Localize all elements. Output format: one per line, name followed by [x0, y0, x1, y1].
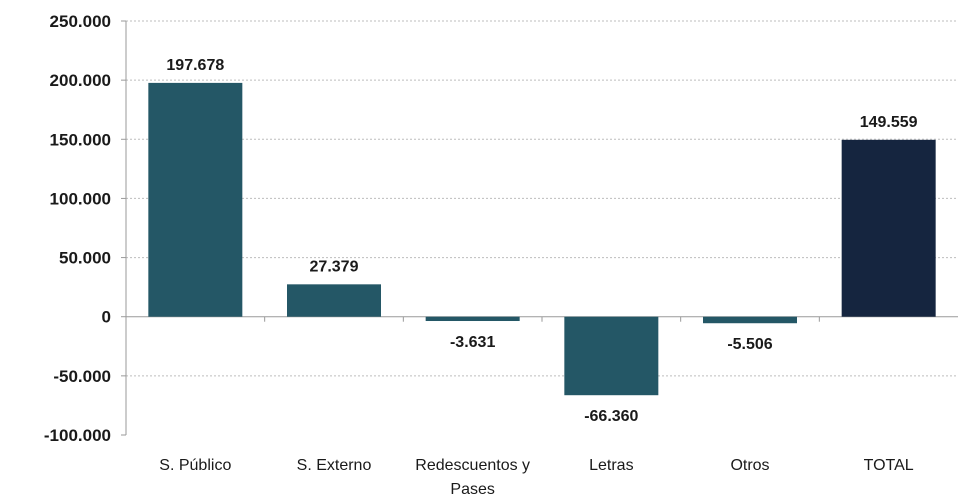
- x-category-label: S. Externo: [297, 457, 372, 474]
- axes: [121, 20, 958, 436]
- x-category-label: Redescuentos y: [415, 457, 530, 474]
- data-label: 27.379: [310, 258, 359, 275]
- y-tick-label: 0: [102, 308, 111, 327]
- data-label: -66.360: [584, 408, 638, 425]
- x-category-label: S. Público: [159, 457, 231, 474]
- y-tick-label: 250.000: [50, 12, 111, 31]
- gridlines: [126, 20, 958, 377]
- labels: 250.000 200.000 150.000 100.000 50.000 0 -50.0…: [44, 12, 918, 498]
- bar: [841, 139, 936, 317]
- bar: [148, 82, 243, 317]
- x-category-label: TOTAL: [864, 457, 914, 474]
- x-category-label: Pases: [450, 481, 494, 498]
- bar: [287, 284, 381, 317]
- y-tick-label: 150.000: [50, 130, 111, 149]
- y-tick-label: 50.000: [59, 249, 111, 268]
- data-label: 197.678: [166, 57, 224, 74]
- x-category-label: Letras: [589, 457, 633, 474]
- data-label: -5.506: [727, 336, 772, 353]
- data-label: -3.631: [450, 334, 495, 351]
- y-tick-label: 200.000: [50, 71, 111, 90]
- bar: [703, 316, 797, 324]
- bar: [564, 316, 659, 396]
- y-tick-label: -100.000: [44, 426, 111, 445]
- x-category-label: Otros: [730, 457, 769, 474]
- y-tick-label: -50.000: [53, 367, 111, 386]
- y-tick-label: 100.000: [50, 189, 111, 208]
- bars: [148, 82, 936, 396]
- bar: [425, 316, 520, 322]
- data-label: 149.559: [860, 114, 918, 131]
